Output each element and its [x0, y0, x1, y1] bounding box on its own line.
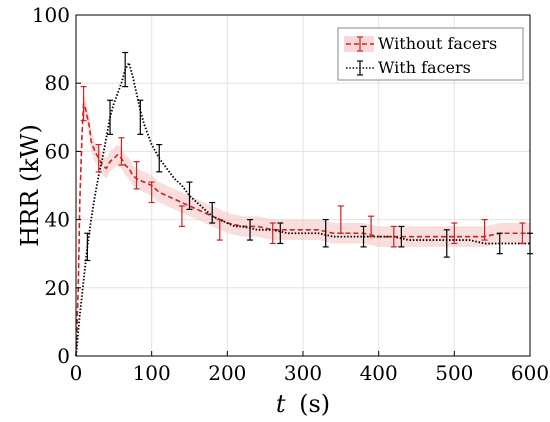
error-bar-series-1	[360, 225, 367, 248]
y-tick-label: 80	[45, 71, 70, 95]
x-tick-label: 100	[133, 361, 171, 385]
error-bar-series-0	[368, 215, 375, 238]
y-tick-label: 60	[45, 139, 70, 163]
error-bar-series-1	[443, 229, 450, 258]
series-line-1	[75, 61, 530, 357]
legend-entry: Without facers	[344, 34, 497, 53]
legend-entry: With facers	[346, 58, 471, 77]
y-tick-label: 40	[45, 208, 70, 232]
error-bar-series-0	[481, 219, 488, 241]
x-tick-label: 300	[284, 361, 322, 385]
error-bar-series-1	[247, 219, 254, 241]
x-axis-unit: (s)	[299, 390, 330, 418]
ticks: 0 100 200 300 400 500 600 0 20 40 60 80 100	[32, 3, 549, 385]
error-bar-series-0	[148, 181, 155, 204]
series-lines	[75, 61, 530, 357]
legend-entries: Without facers With facers	[344, 34, 497, 77]
axis-labels: HRR (kW) t (s)	[16, 124, 330, 418]
error-bar-series-0	[118, 137, 125, 166]
y-tick-label: 0	[57, 344, 70, 368]
error-bar-series-1	[496, 232, 503, 255]
x-tick-label: 200	[208, 361, 246, 385]
error-bar-series-1	[277, 222, 284, 245]
y-tick-label: 20	[45, 276, 70, 300]
error-bands	[76, 93, 530, 357]
error-bar-series-1	[398, 225, 405, 248]
error-bar-series-1	[186, 181, 193, 210]
error-bar-series-0	[390, 225, 397, 248]
error-bars	[80, 51, 533, 262]
legend-label: With facers	[378, 58, 471, 77]
error-bar-series-0	[451, 222, 458, 245]
error-bar-series-1	[156, 143, 163, 173]
error-bar-series-1	[122, 51, 129, 88]
series-line-0	[75, 102, 530, 357]
legend-label: Without facers	[378, 34, 497, 53]
x-tick-label: 500	[435, 361, 473, 385]
x-axis-variable: t	[276, 390, 286, 418]
y-tick-label: 100	[32, 3, 70, 27]
x-axis-label: t (s)	[276, 390, 330, 418]
error-bar-series-1	[322, 219, 329, 248]
error-band-series-0	[76, 93, 530, 357]
error-bar-series-0	[178, 205, 185, 228]
error-bar-series-1	[107, 99, 114, 135]
x-tick-label: 600	[511, 361, 549, 385]
error-bar-series-1	[84, 232, 91, 262]
error-bar-series-0	[80, 86, 87, 122]
error-bar-series-0	[269, 222, 276, 245]
error-bar-series-1	[137, 99, 144, 135]
error-bar-series-0	[133, 161, 140, 190]
x-tick-label: 0	[70, 361, 83, 385]
error-bar-series-1	[209, 201, 216, 224]
error-bar-series-0	[519, 222, 526, 245]
error-bar-series-0	[95, 143, 102, 173]
legend: Without facers With facers	[337, 27, 524, 81]
error-bar-series-0	[216, 219, 223, 241]
y-axis-label: HRR (kW)	[16, 124, 44, 247]
x-tick-label: 400	[360, 361, 398, 385]
error-bar-series-0	[337, 205, 344, 234]
